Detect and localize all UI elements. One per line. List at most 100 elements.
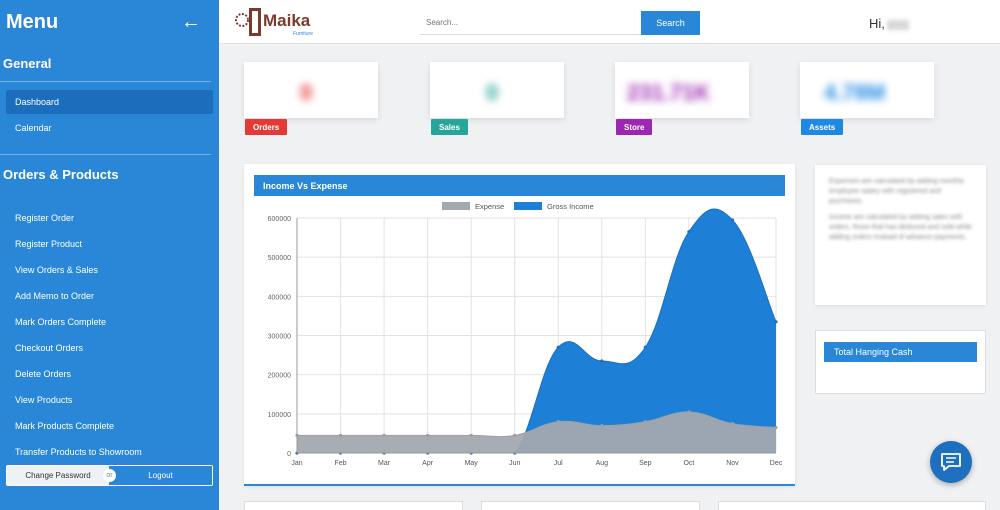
hanging-cash-title: Total Hanging Cash bbox=[824, 342, 977, 362]
y-tick-label: 300000 bbox=[268, 334, 291, 341]
sidebar-item-transfer-products-to-showroom[interactable]: Transfer Products to Showroom bbox=[15, 447, 142, 457]
topbar: Maika Furniture Search Hi, bbox=[219, 0, 1000, 44]
maika-logo[interactable]: Maika Furniture bbox=[235, 6, 319, 40]
svg-text:Maika: Maika bbox=[263, 11, 311, 30]
orders-value: 0 bbox=[300, 80, 313, 105]
assets-badge: Assets bbox=[801, 119, 844, 135]
x-tick-label: Sep bbox=[639, 460, 652, 467]
greeting-text: Hi, bbox=[869, 16, 885, 31]
data-point bbox=[643, 420, 647, 424]
sidebar-item-view-orders-sales[interactable]: View Orders & Sales bbox=[15, 265, 98, 275]
store-card: 231.71K bbox=[615, 62, 749, 118]
hanging-cash-panel: Total Hanging Cash bbox=[815, 330, 986, 394]
logout-button[interactable]: Logout bbox=[109, 466, 212, 485]
x-tick-label: Oct bbox=[683, 460, 694, 467]
data-point bbox=[556, 420, 560, 424]
data-point bbox=[774, 320, 778, 324]
data-point bbox=[600, 423, 604, 428]
sales-card: 0 bbox=[430, 62, 564, 118]
data-point bbox=[643, 345, 647, 349]
x-tick-label: Jun bbox=[509, 460, 520, 467]
data-point bbox=[426, 433, 430, 437]
x-tick-label: Jan bbox=[291, 460, 302, 467]
data-point bbox=[513, 433, 517, 437]
or-separator: or bbox=[103, 469, 116, 482]
y-tick-label: 500000 bbox=[268, 255, 291, 262]
bottom-panel-stub bbox=[244, 501, 463, 510]
sidebar-item-register-order[interactable]: Register Order bbox=[15, 213, 75, 223]
data-point bbox=[687, 410, 691, 414]
section-heading-orders-products: Orders & Products bbox=[3, 167, 119, 182]
user-greeting[interactable]: Hi, bbox=[869, 16, 909, 31]
orders-products-menu: Register Order Register Product View Order… bbox=[0, 192, 219, 498]
bottom-panel-stub bbox=[481, 501, 700, 510]
bottom-panel-stub bbox=[718, 501, 986, 510]
chart-panel-title: Income Vs Expense bbox=[254, 175, 785, 196]
store-value: 231.71K bbox=[627, 80, 711, 105]
data-point bbox=[730, 218, 735, 222]
chat-icon bbox=[941, 453, 961, 471]
sidebar-item-calendar[interactable]: Calendar bbox=[15, 123, 52, 133]
data-point bbox=[600, 359, 604, 363]
series-area-expense bbox=[297, 411, 776, 453]
y-tick-label: 100000 bbox=[268, 412, 291, 419]
general-menu: Dashboard Calendar bbox=[0, 82, 219, 148]
search-input[interactable] bbox=[420, 11, 641, 35]
sidebar-item-view-products[interactable]: View Products bbox=[15, 395, 73, 405]
account-actions: Change Password or Logout bbox=[6, 465, 213, 486]
y-tick-label: 200000 bbox=[268, 373, 291, 380]
x-tick-label: May bbox=[465, 460, 479, 467]
income-expense-chart: 0 100000 200000 300000 400000 500000 600000 Jan… bbox=[268, 202, 783, 467]
y-tick-label: 600000 bbox=[268, 216, 291, 223]
x-tick-label: Feb bbox=[335, 460, 347, 467]
legend-label: Gross Income bbox=[547, 202, 594, 211]
data-point bbox=[774, 425, 778, 430]
store-badge: Store bbox=[616, 119, 653, 135]
sidebar-item-mark-orders-complete[interactable]: Mark Orders Complete bbox=[15, 317, 107, 327]
series-line bbox=[297, 411, 777, 438]
calculation-info-panel: Expenses are calculated by adding monthl… bbox=[815, 165, 986, 305]
data-point bbox=[687, 230, 691, 234]
sidebar-divider bbox=[0, 154, 211, 155]
section-heading-general: General bbox=[0, 44, 211, 82]
sidebar-item-register-product[interactable]: Register Product bbox=[15, 239, 83, 249]
chat-button[interactable] bbox=[930, 441, 972, 483]
sales-badge: Sales bbox=[431, 119, 468, 135]
legend-swatch bbox=[442, 202, 470, 210]
data-point bbox=[556, 345, 560, 349]
orders-card: 0 bbox=[244, 62, 378, 118]
sales-value: 0 bbox=[486, 80, 499, 105]
x-tick-label: Aug bbox=[596, 460, 609, 467]
x-tick-label: Nov bbox=[726, 460, 739, 467]
sidebar-header: Menu ← bbox=[0, 0, 219, 44]
expense-explanation: Expenses are calculated by adding monthl… bbox=[829, 178, 965, 205]
sidebar-item-add-memo-to-order[interactable]: Add Memo to Order bbox=[15, 291, 95, 301]
x-tick-label: Apr bbox=[422, 460, 434, 467]
income-expense-panel: Income Vs Expense 0 100000 200000 300000 400… bbox=[244, 164, 795, 486]
svg-text:Furniture: Furniture bbox=[293, 31, 313, 37]
sidebar-item-dashboard[interactable]: Dashboard bbox=[6, 90, 213, 114]
x-tick-label: Jul bbox=[554, 460, 563, 467]
assets-card: 4.78M bbox=[800, 62, 934, 118]
orders-badge: Orders bbox=[245, 119, 288, 135]
data-point bbox=[469, 433, 473, 437]
sidebar-title: Menu bbox=[6, 10, 59, 33]
change-password-button[interactable]: Change Password bbox=[7, 466, 109, 485]
data-point bbox=[382, 433, 386, 437]
y-tick-label: 400000 bbox=[268, 294, 291, 301]
legend-swatch bbox=[514, 202, 542, 210]
legend-label: Expense bbox=[475, 202, 504, 211]
username-redacted bbox=[886, 19, 909, 30]
series-area-gross-income bbox=[297, 208, 776, 453]
sidebar-item-delete-orders[interactable]: Delete Orders bbox=[15, 369, 72, 379]
data-point bbox=[730, 422, 735, 426]
search-button[interactable]: Search bbox=[641, 11, 700, 35]
x-tick-label: Dec bbox=[770, 460, 783, 467]
arrow-left-icon[interactable]: ← bbox=[181, 10, 201, 33]
sidebar-item-mark-products-complete[interactable]: Mark Products Complete bbox=[15, 421, 115, 431]
y-tick-label: 0 bbox=[287, 451, 291, 458]
income-explanation: Income are calculated by adding sales wi… bbox=[829, 214, 972, 241]
data-point bbox=[338, 433, 343, 437]
sidebar-item-checkout-orders[interactable]: Checkout Orders bbox=[15, 343, 84, 353]
sidebar: Menu ← General Dashboard Calendar Orders … bbox=[0, 0, 219, 510]
